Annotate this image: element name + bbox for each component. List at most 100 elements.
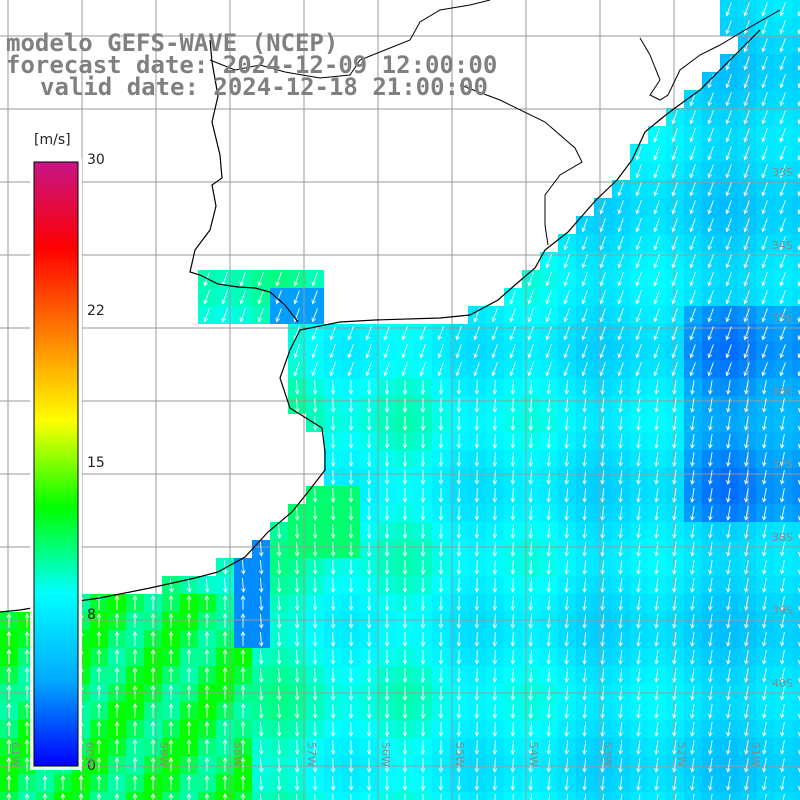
wind-arrow: [690, 704, 695, 719]
wind-arrow: [456, 523, 462, 539]
wind-arrow: [563, 272, 570, 287]
wind-arrow: [150, 721, 156, 736]
wind-cell: [792, 18, 800, 36]
wind-arrow: [456, 505, 462, 521]
wind-arrow: [690, 758, 695, 773]
wind-arrow: [563, 344, 570, 359]
wind-arrow: [510, 721, 516, 737]
wind-arrow: [582, 775, 587, 791]
wind-arrow: [654, 740, 659, 755]
wind-arrow: [438, 595, 444, 611]
wind-arrow: [474, 523, 480, 539]
wind-arrow: [689, 182, 696, 197]
wind-arrow: [690, 452, 695, 467]
wind-arrow: [510, 667, 516, 683]
wind-arrow: [761, 272, 768, 287]
wind-arrow: [258, 721, 264, 737]
wind-arrow: [600, 739, 605, 755]
wind-arrow: [275, 308, 282, 323]
wind-arrow: [132, 595, 138, 610]
wind-arrow: [584, 793, 587, 800]
wind-arrow: [329, 362, 336, 377]
wind-arrow: [654, 434, 659, 449]
wind-cell: [792, 324, 800, 342]
wind-arrow: [743, 290, 750, 305]
wind-arrow: [257, 272, 264, 287]
wind-cell: [792, 270, 800, 288]
wind-arrow: [744, 722, 749, 737]
wind-arrow: [474, 433, 480, 449]
wind-arrow: [330, 721, 336, 737]
wind-arrow: [779, 128, 786, 143]
wind-arrow: [546, 397, 552, 413]
colorbar-tick-label: 0: [87, 758, 96, 774]
wind-arrow: [366, 541, 372, 557]
wind-arrow: [618, 433, 623, 449]
wind-arrow: [474, 703, 480, 719]
wind-arrow: [440, 793, 442, 800]
wind-arrow: [600, 667, 605, 683]
wind-cell: [792, 90, 800, 108]
wind-arrow: [689, 218, 696, 233]
wind-arrow: [204, 703, 210, 718]
wind-arrow: [762, 632, 767, 647]
wind-arrow: [96, 649, 102, 664]
wind-arrow: [294, 379, 300, 395]
wind-arrow: [474, 757, 480, 773]
wind-arrow: [438, 775, 444, 791]
wind-arrow: [744, 650, 749, 665]
wind-arrow: [366, 703, 372, 719]
wind-arrow: [672, 434, 677, 449]
wind-arrow: [132, 739, 138, 754]
wind-arrow: [312, 595, 318, 611]
wind-arrow: [599, 254, 606, 269]
wind-arrow: [725, 218, 732, 233]
wind-arrow: [240, 667, 246, 682]
wind-arrow: [710, 794, 713, 800]
wind-arrow: [293, 272, 300, 287]
wind-arrow: [258, 703, 264, 719]
wind-arrow: [690, 578, 695, 593]
wind-arrow: [293, 290, 300, 305]
wind-arrow: [654, 488, 659, 503]
wind-arrow: [384, 775, 390, 791]
wind-arrow: [366, 415, 372, 431]
wind-arrow: [546, 541, 552, 557]
wind-arrow: [330, 595, 336, 611]
longitude-label: 58W: [231, 742, 244, 767]
wind-arrow: [347, 326, 354, 341]
wind-arrow: [528, 631, 534, 647]
wind-arrow: [599, 218, 606, 233]
wind-arrow: [671, 182, 678, 197]
wind-arrow: [762, 542, 767, 557]
wind-arrow: [527, 308, 534, 323]
wind-arrow: [186, 649, 192, 664]
wind-arrow: [779, 20, 786, 35]
wind-arrow: [169, 577, 174, 593]
wind-arrow: [726, 632, 731, 647]
wind-arrow: [690, 614, 695, 629]
wind-arrow: [581, 272, 588, 287]
wind-arrow: [222, 775, 228, 790]
wind-arrow: [474, 721, 480, 737]
wind-arrow: [456, 379, 462, 395]
wind-arrow: [744, 668, 749, 683]
wind-arrow: [312, 721, 318, 737]
wind-arrow: [545, 344, 552, 359]
wind-arrow: [620, 793, 623, 800]
wind-arrow: [348, 559, 354, 575]
wind-arrow: [600, 595, 605, 611]
wind-arrow: [600, 397, 605, 413]
wind-arrow: [150, 667, 156, 682]
wind-arrow: [779, 686, 785, 701]
wind-arrow: [366, 613, 372, 629]
wind-arrow: [294, 631, 300, 647]
wind-arrow: [240, 613, 246, 628]
wind-arrow: [330, 649, 336, 665]
wind-arrow: [278, 793, 280, 800]
wind-arrow: [779, 740, 785, 755]
wind-arrow: [762, 416, 767, 431]
wind-arrow: [635, 308, 642, 323]
wind-arrow: [797, 10, 800, 17]
